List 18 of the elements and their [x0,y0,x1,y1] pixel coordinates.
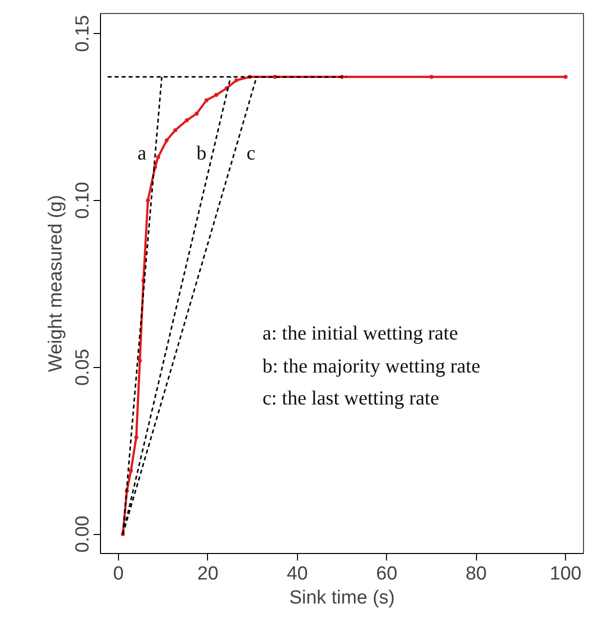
x-axis-title: Sink time (s) [289,588,395,608]
x-tick-label: 60 [376,564,398,584]
annotation: a [138,142,146,164]
annotation: b: the majority wetting rate [262,356,480,378]
y-tick-label: 0.00 [72,516,94,553]
x-tick-label: 40 [286,564,308,584]
x-tick-label: 100 [550,564,582,584]
annotation: a: the initial wetting rate [262,322,458,344]
y-tick-label: 0.05 [72,348,94,386]
y-tick-label: 0.15 [72,15,94,52]
y-axis-title: Weight measured (g) [46,194,66,372]
annotation: b [196,142,206,164]
x-tick-label: 80 [466,564,487,584]
x-tick-label: 20 [197,564,218,584]
y-tick-label: 0.10 [72,182,94,219]
annotation: c: the last wetting rate [262,388,440,410]
annotation: c [246,142,256,164]
x-tick-label: 0 [113,564,124,584]
